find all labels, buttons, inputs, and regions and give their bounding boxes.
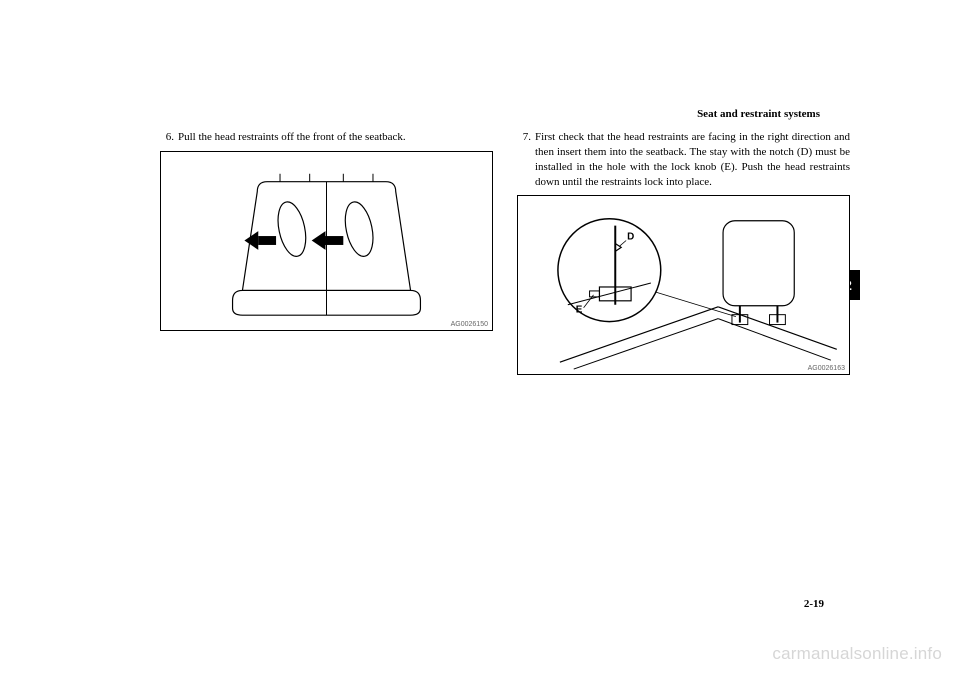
watermark: carmanualsonline.info [772, 644, 942, 664]
left-column: 6. Pull the head restraints off the fron… [160, 130, 493, 375]
step-number: 7. [517, 130, 531, 189]
label-d: D [627, 232, 634, 243]
step-7: 7. First check that the head restraints … [517, 130, 850, 189]
seat-diagram-icon [161, 152, 492, 330]
step-6: 6. Pull the head restraints off the fron… [160, 130, 493, 145]
page-number: 2-19 [804, 598, 824, 610]
headrest-detail-icon: D E [518, 196, 849, 374]
figure-id: AG0026163 [808, 365, 845, 372]
step-text: Pull the head restraints off the front o… [178, 130, 406, 145]
manual-page: Seat and restraint systems 2 6. Pull the… [0, 0, 960, 678]
figure-id: AG0026150 [451, 321, 488, 328]
section-header: Seat and restraint systems [697, 108, 820, 120]
right-column: 7. First check that the head restraints … [517, 130, 850, 375]
step-number: 6. [160, 130, 174, 145]
figure-right: D E AG0026163 [517, 195, 850, 375]
step-text: First check that the head restraints are… [535, 130, 850, 189]
figure-left: AG0026150 [160, 151, 493, 331]
label-e: E [576, 305, 583, 316]
content-columns: 6. Pull the head restraints off the fron… [160, 130, 850, 375]
